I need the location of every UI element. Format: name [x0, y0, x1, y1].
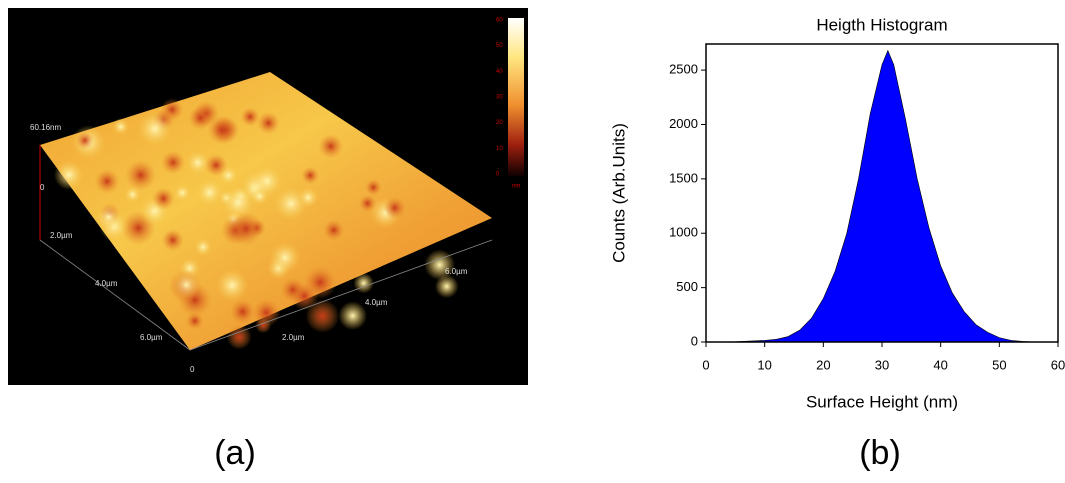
colorbar-tick-label: 50: [496, 43, 503, 49]
afm-feature: [125, 159, 157, 191]
afm-feature: [137, 111, 173, 147]
colorbar-tick-label: 20: [496, 120, 503, 126]
afm-feature: [207, 115, 237, 145]
y-tick-label: 500: [676, 279, 698, 294]
afm-feature: [305, 299, 340, 333]
panel-label: (b): [859, 434, 901, 472]
afm-feature: [124, 186, 141, 203]
x-tick-label: 60: [1051, 357, 1065, 372]
afm-feature: [185, 312, 204, 330]
x-tick-label: 20: [816, 357, 830, 372]
afm-feature: [229, 211, 264, 246]
colorbar: [508, 18, 524, 176]
colorbar-tick-label: 60: [496, 18, 503, 24]
afm-axis-label: 6.0µm: [445, 267, 468, 276]
x-axis-title: Surface Height (nm): [806, 392, 958, 411]
y-tick-label: 2500: [669, 62, 698, 77]
afm-feature: [215, 268, 249, 302]
y-tick-label: 2000: [669, 116, 698, 131]
afm-feature: [95, 204, 122, 230]
colorbar-tick-label: 30: [496, 95, 503, 101]
colorbar-tick-label: 40: [496, 69, 503, 75]
afm-feature: [297, 187, 319, 208]
afm-feature: [204, 153, 228, 177]
afm-z-label: 60.16nm: [30, 123, 61, 132]
area: [706, 49, 1058, 343]
afm-feature: [303, 265, 337, 299]
y-tick-label: 1500: [669, 170, 698, 185]
afm-feature: [188, 105, 213, 130]
x-tick-label: 40: [933, 357, 947, 372]
afm-axis-label: 4.0µm: [95, 279, 118, 288]
x-tick-label: 30: [875, 357, 889, 372]
afm-feature: [94, 168, 120, 194]
y-axis-title: Counts (Arb.Units): [609, 123, 628, 263]
afm-axis-label: 2.0µm: [50, 231, 73, 240]
afm-feature: [161, 150, 186, 175]
afm-axis-label: 6.0µm: [140, 333, 163, 342]
afm-feature: [193, 237, 213, 257]
chart-title: Heigth Histogram: [816, 15, 947, 34]
panel-label: (a): [214, 434, 256, 472]
afm-feature: [353, 272, 374, 294]
afm-image: 60.16nm 0 2.0µm 4.0µm 6.0µm 0 2.0µm 4.0µ…: [8, 8, 528, 385]
afm-axis-label: 4.0µm: [365, 298, 388, 307]
afm-feature: [185, 150, 210, 175]
afm-feature: [256, 111, 280, 135]
y-tick-label: 1000: [669, 225, 698, 240]
afm-feature: [229, 299, 256, 325]
afm-axis-label: 2.0µm: [282, 333, 305, 342]
colorbar-tick-label: 0: [496, 172, 500, 178]
afm-feature: [365, 178, 382, 196]
afm-origin: 0: [40, 183, 45, 192]
afm-feature: [424, 249, 456, 281]
afm-feature: [172, 271, 201, 299]
afm-feature: [152, 187, 175, 210]
x-tick-label: 10: [757, 357, 771, 372]
colorbar-tick-label: 10: [496, 146, 503, 152]
afm-origin: 0: [190, 365, 195, 374]
afm-feature: [226, 324, 252, 350]
x-tick-label: 0: [702, 357, 709, 372]
afm-feature: [338, 301, 368, 331]
histogram: 0 500 1000 1500 2000 2500 0 10 20 30 40 50 60: [669, 43, 1065, 372]
afm-feature: [53, 159, 85, 191]
afm-texture: [53, 98, 459, 350]
afm-feature: [269, 241, 301, 274]
afm-feature: [240, 107, 260, 127]
afm-feature: [161, 228, 184, 252]
afm-feature: [251, 165, 283, 197]
afm-feature: [323, 219, 345, 241]
afm-feature: [221, 185, 255, 220]
afm-feature: [318, 133, 344, 159]
afm-feature: [383, 196, 407, 220]
afm-feature: [196, 179, 224, 206]
afm-feature: [76, 131, 94, 150]
y-tick-label: 0: [691, 333, 698, 348]
afm-feature: [301, 166, 320, 185]
afm-feature: [434, 274, 459, 299]
afm-feature: [112, 118, 130, 136]
x-tick-label: 50: [992, 357, 1006, 372]
colorbar-unit: nm: [512, 184, 520, 190]
afm-feature: [173, 184, 192, 202]
